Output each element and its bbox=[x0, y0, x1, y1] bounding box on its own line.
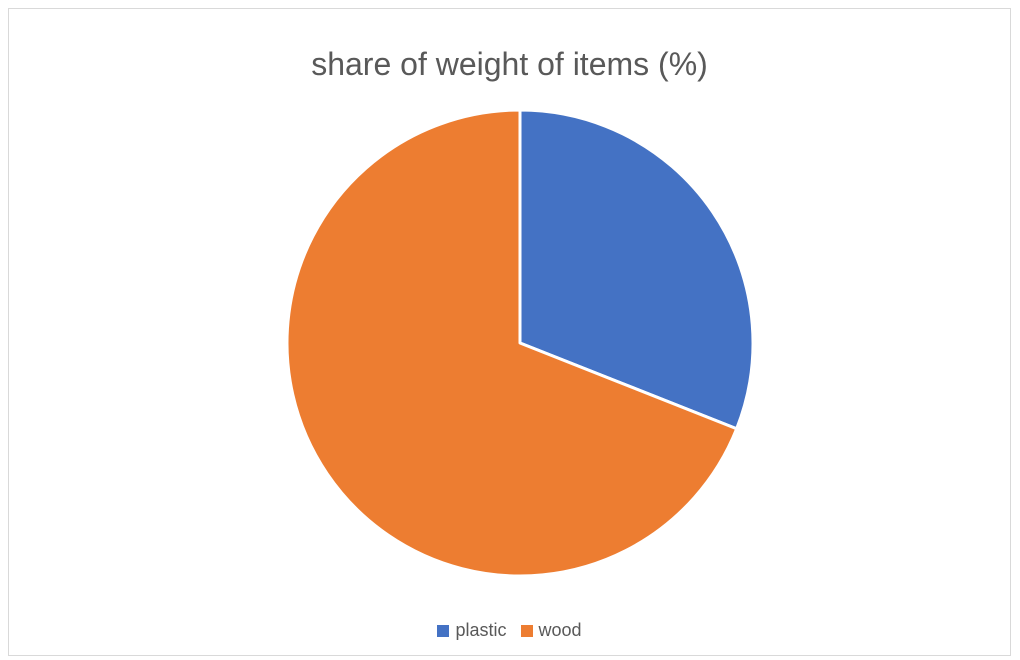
legend-label-wood: wood bbox=[538, 620, 582, 640]
chart-area: share of weight of items (%) plastic woo… bbox=[8, 8, 1011, 656]
pie-slice-wood bbox=[285, 108, 739, 578]
legend-swatch-plastic bbox=[437, 624, 450, 637]
legend-item-wood: wood bbox=[520, 620, 582, 641]
legend-label-plastic: plastic bbox=[455, 620, 507, 640]
legend: plastic wood bbox=[9, 620, 1010, 641]
legend-swatch-wood bbox=[520, 624, 533, 637]
legend-item-plastic: plastic bbox=[437, 620, 507, 641]
chart-title: share of weight of items (%) bbox=[311, 46, 708, 82]
pie-slice-plastic bbox=[518, 108, 755, 431]
pie-plot bbox=[285, 108, 755, 578]
